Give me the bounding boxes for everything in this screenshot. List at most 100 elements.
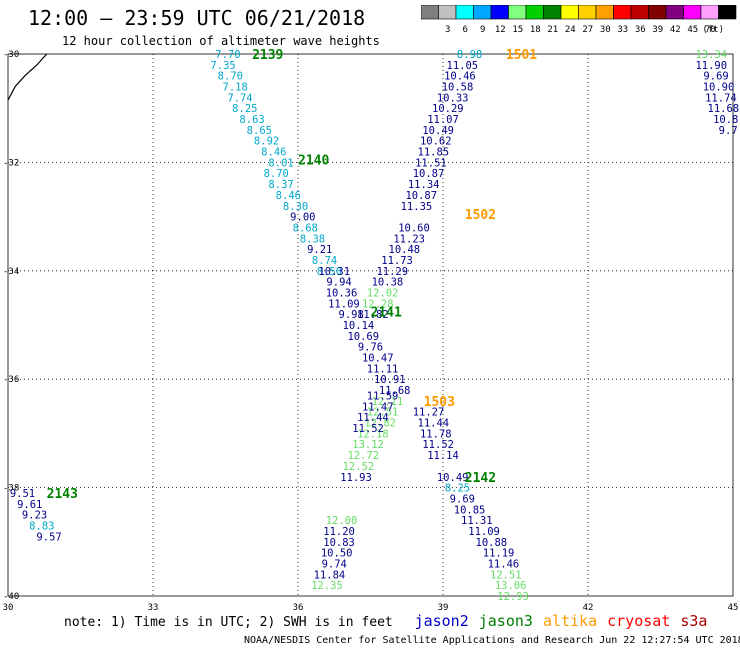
wave-height-value: 10.8 [713,114,738,126]
pass-label: 1502 [465,208,496,223]
wave-height-value: 11.09 [328,298,360,310]
legend-tick-label: 12 [495,25,506,35]
wave-height-value: 11.44 [357,412,389,424]
legend-tick-label: 70 [705,25,716,35]
wave-height-value: 9.74 [322,558,347,570]
wave-height-value: 11.20 [323,526,355,538]
note-text: note: 1) Time is in UTC; 2) SWH is in fe… [64,615,393,630]
wave-height-value: 11.11 [367,363,399,375]
pass-label: 1503 [424,395,455,410]
wave-height-value: 8.92 [254,136,279,148]
wave-height-value: 11.68 [708,103,740,115]
wave-height-value: 9.69 [450,493,475,505]
legend-unit: (ft) [702,25,724,35]
wave-height-value: 10.91 [374,374,406,386]
wave-height-value: 8.74 [312,255,337,267]
pass-label: 2143 [47,487,78,502]
wave-height-value: 10.38 [372,277,404,289]
wave-height-value: 10.87 [405,190,437,202]
chart-title: 12:00 – 23:59 UTC 06/21/2018 [28,6,366,30]
pass-label: 2142 [465,471,496,486]
wave-height-value: 7.35 [210,60,235,72]
wave-height-value: 11.85 [418,147,450,159]
legend-tick-label: 6 [463,25,468,35]
wave-height-value: 7.18 [223,82,248,94]
legend-tick-label: 39 [652,25,663,35]
satellite-legend: jason2 jason3 altika cryosat s3a [415,612,718,630]
x-tick-label: 36 [293,603,304,613]
legend-swatch [718,5,737,20]
plot-frame [7,53,734,597]
wave-height-value: 8.25 [445,483,470,495]
wave-height-value: 12.02 [367,287,399,299]
wave-height-value: 11.09 [468,526,500,538]
y-tick-label: -34 [3,267,19,277]
wave-height-value: 13.06 [495,580,527,592]
x-tick-label: 30 [3,603,14,613]
wave-height-value: 10.62 [420,136,452,148]
wave-height-value: 11.52 [422,439,454,451]
wave-height-value: 8.01 [268,157,293,169]
wave-height-value: 12.72 [347,450,379,462]
pass-label: 1501 [506,48,537,63]
legend-tick-label: 36 [635,25,646,35]
wave-height-value: 10.33 [437,92,469,104]
wave-height-value: 11.82 [357,309,389,321]
wave-height-value: 10.88 [476,537,508,549]
legend-tick-label: 21 [547,25,558,35]
wave-height-value: 11.07 [427,114,459,126]
wave-height-value: 11.90 [695,60,727,72]
wave-height-value: 11.46 [488,558,520,570]
wave-height-value: 12.93 [497,591,529,603]
wave-height-value: 10.49 [422,125,454,137]
wave-height-value: 10.85 [454,504,486,516]
wave-height-value: 10.60 [398,222,430,234]
wave-height-value: 8.30 [283,201,308,213]
wave-height-value: 11.35 [401,201,433,213]
note-line: note: 1) Time is in UTC; 2) SWH is in fe… [64,612,717,630]
wave-height-value: 8.37 [268,179,293,191]
footer-credit: NOAA/NESDIS Center for Satellite Applica… [244,635,740,646]
wave-height-value: 10.29 [432,103,464,115]
satellite-altika: altika [542,612,598,630]
wave-height-value: 11.73 [381,255,413,267]
legend-tick-label: 30 [600,25,611,35]
x-tick-label: 33 [148,603,159,613]
y-tick-label: -32 [3,158,19,168]
y-tick-label: -30 [3,50,19,60]
y-tick-label: -40 [3,592,19,602]
legend-tick-label: 45 [687,25,698,35]
wave-height-value: 7.70 [215,49,240,61]
wave-height-value: 10.47 [362,353,394,365]
wave-height-value: 10.90 [703,82,735,94]
wave-height-value: 12.11 [372,396,404,408]
color-legend: 3 6 9 12 15 18 21 24 27 30 33 36 39 42 45 70(ft) [421,5,737,35]
satellite-jason3: jason3 [478,612,533,630]
wave-height-value: 9.61 [17,499,42,511]
wave-height-value: 11.74 [705,92,737,104]
wave-height-value: 10.83 [323,537,355,549]
wave-height-value: 11.51 [415,157,447,169]
wave-height-value: 8.68 [293,222,318,234]
wave-height-value: 8.65 [247,125,272,137]
wave-height-value: 12.18 [357,428,389,440]
coastline [7,53,48,101]
wave-height-value: 10.87 [413,168,445,180]
wave-height-value: 8.46 [261,147,286,159]
wave-height-value: 8.70 [264,168,289,180]
legend-tick-label: 9 [480,25,485,35]
wave-height-value: 13.12 [352,439,384,451]
wave-height-value: 8.63 [239,114,264,126]
wave-height-value: 12.28 [362,298,394,310]
wave-height-value: 9.23 [22,510,47,522]
wave-height-value: 8.50 [317,266,342,278]
wave-height-value: 9.57 [36,531,61,543]
pass-label: 2140 [298,154,329,169]
wave-height-value: 10.49 [437,472,469,484]
x-tick-label: 39 [438,603,449,613]
wave-height-value: 12.51 [367,407,399,419]
legend-tick-label: 15 [512,25,523,35]
wave-height-value: 10.69 [347,331,379,343]
wave-height-value: 8.70 [218,71,243,83]
